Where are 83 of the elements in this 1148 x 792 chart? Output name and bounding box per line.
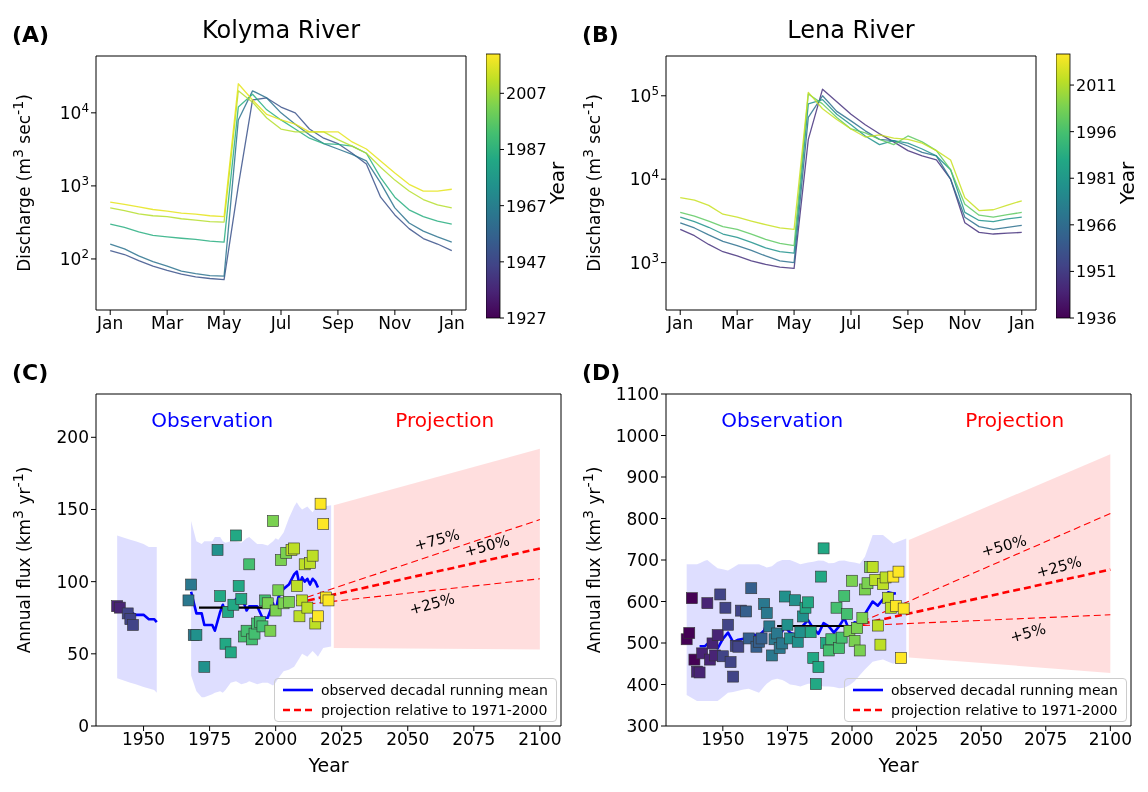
- y-tick-label: 10$^{4}$: [59, 100, 89, 123]
- color-bar-label: 1951: [1076, 262, 1117, 282]
- y-tick-label: 300: [626, 716, 659, 736]
- annotation: Projection: [395, 408, 495, 432]
- y-tick-label: 600: [626, 591, 659, 612]
- x-tick-label: 2050: [386, 729, 430, 750]
- annotation: Projection: [965, 408, 1065, 432]
- x-tick-label: 1975: [187, 729, 232, 750]
- x-tick-label: 2025: [894, 729, 939, 750]
- color-bar-label: 1987: [506, 140, 547, 160]
- x-tick-label: 1950: [121, 729, 166, 750]
- x-tick-label: Jan: [666, 313, 694, 334]
- x-tick-label: Jul: [839, 313, 862, 334]
- x-tick-label: Nov: [948, 313, 982, 334]
- y-tick-label: 200: [56, 427, 89, 448]
- x-tick-label: 2100: [1088, 729, 1132, 750]
- chart-title: (D): [582, 360, 621, 385]
- annotation: Observation: [151, 408, 274, 432]
- chart-title: (B): [582, 22, 619, 47]
- y-tick-label: 1000: [615, 425, 659, 446]
- x-tick-label: Jan: [437, 313, 465, 334]
- x-tick-label: Nov: [378, 313, 412, 334]
- x-tick-label: 2050: [959, 729, 1003, 750]
- x-tick-label: Jul: [269, 313, 292, 334]
- chart-title: (A): [12, 22, 50, 47]
- annotation: Observation: [721, 408, 844, 432]
- y-tick-label: 0: [78, 716, 89, 736]
- color-bar-label: 1927: [506, 309, 547, 328]
- y-tick-label: 900: [626, 467, 659, 487]
- y-tick-label: 1100: [615, 384, 659, 404]
- y-tick-label: 50: [67, 643, 89, 664]
- x-tick-label: 2100: [518, 729, 562, 750]
- annotation: +5%: [1007, 619, 1048, 646]
- x-tick-label: Mar: [151, 313, 184, 334]
- y-tick-label: 10$^{3}$: [629, 250, 659, 273]
- x-tick-label: Jan: [1007, 313, 1035, 334]
- y-tick-label: 150: [56, 499, 89, 520]
- x-tick-label: 2025: [320, 729, 364, 750]
- y-tick-label: 700: [626, 550, 659, 570]
- legend-label: observed decadal running mean: [320, 681, 548, 700]
- color-bar-label: 1967: [506, 196, 547, 216]
- legend-label: projection relative to 1971-2000: [320, 701, 548, 720]
- color-bar-label: 1936: [1076, 309, 1117, 328]
- y-tick-label: 400: [626, 674, 659, 695]
- x-tick-label: Sep: [891, 313, 924, 334]
- x-tick-label: Jan: [96, 313, 124, 334]
- color-bar-label: 2011: [1076, 76, 1117, 96]
- y-tick-label: 100: [56, 571, 89, 592]
- x-tick-label: May: [776, 313, 812, 334]
- x-tick-label: May: [206, 313, 242, 334]
- x-tick-label: 2075: [1024, 729, 1068, 750]
- x-tick-label: 1975: [765, 729, 810, 750]
- legend-label: observed decadal running mean: [890, 681, 1118, 700]
- color-bar-title: Year: [545, 161, 569, 206]
- x-axis-title: Year: [877, 754, 920, 776]
- x-tick-label: Mar: [721, 313, 754, 334]
- annotation: +50%: [979, 530, 1029, 561]
- x-axis-title: Year: [307, 754, 350, 776]
- x-tick-label: 2075: [452, 729, 496, 750]
- y-tick-label: 10$^{4}$: [629, 167, 659, 190]
- annotation: +25%: [407, 589, 457, 619]
- chart-subtitle: Kolyma River: [201, 16, 361, 44]
- color-bar-label: 2007: [506, 84, 547, 104]
- color-bar-title: Year: [1115, 161, 1139, 206]
- y-tick-label: 10$^{3}$: [59, 173, 89, 196]
- x-tick-label: 2000: [254, 729, 298, 750]
- y-tick-label: 10$^{5}$: [629, 83, 659, 106]
- x-tick-label: 2000: [830, 729, 874, 750]
- annotation: +25%: [1034, 552, 1084, 582]
- color-bar-label: 1947: [506, 252, 547, 272]
- annotation: +50%: [462, 531, 512, 561]
- y-tick-label: 800: [626, 508, 659, 529]
- x-tick-label: 1950: [701, 729, 745, 750]
- annotation: +75%: [412, 525, 462, 555]
- color-bar-label: 1981: [1076, 169, 1117, 189]
- y-tick-label: 10$^{2}$: [59, 246, 89, 269]
- color-bar-label: 1996: [1076, 122, 1117, 142]
- chart-subtitle: Lena River: [786, 16, 916, 44]
- legend-label: projection relative to 1971-2000: [890, 701, 1118, 720]
- y-tick-label: 500: [626, 633, 659, 653]
- chart-title: (C): [12, 360, 49, 385]
- color-bar-label: 1966: [1076, 215, 1117, 235]
- x-tick-label: Sep: [321, 313, 354, 334]
